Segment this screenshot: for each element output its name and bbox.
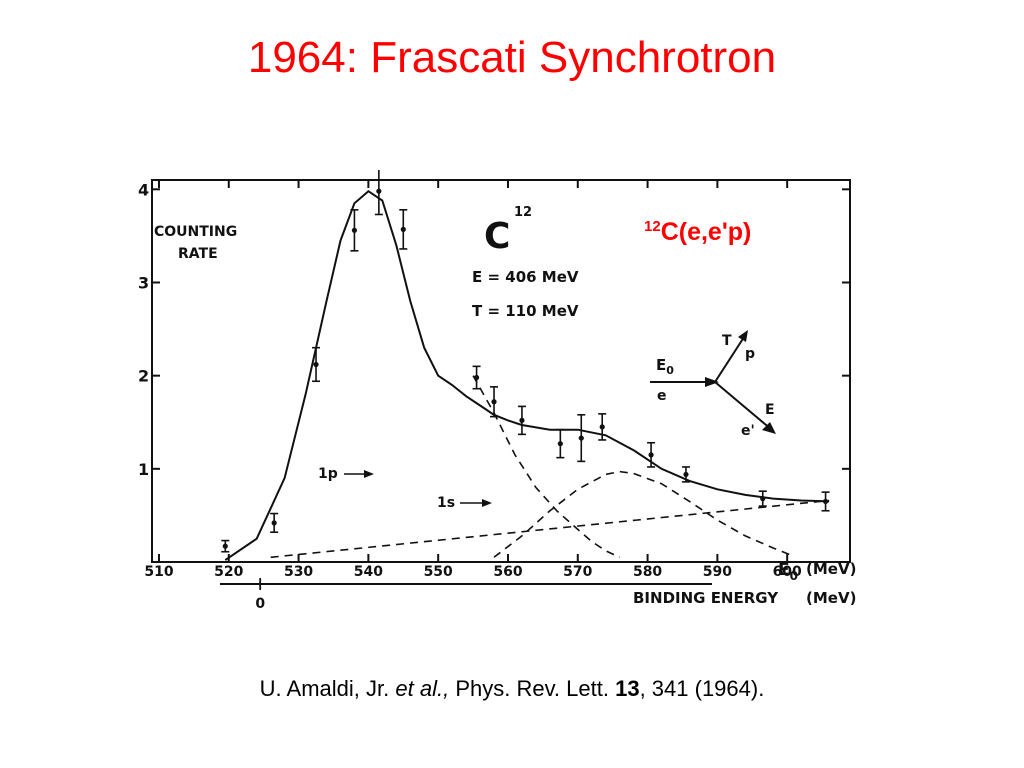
plot-frame	[151, 179, 851, 563]
data-point-5	[399, 209, 408, 250]
binding-axis-label: BINDING ENERGY	[633, 589, 779, 607]
incoming-arrow-icon	[705, 377, 719, 387]
data-marker	[351, 227, 358, 233]
x-tick-label-550: 550	[424, 564, 453, 580]
data-point-12	[647, 441, 656, 468]
citation: U. Amaldi, Jr. et al., Phys. Rev. Lett. …	[0, 676, 1024, 702]
y-tick-label-4: 4	[138, 180, 149, 199]
background-line	[270, 499, 830, 559]
reaction-mass-number: 12	[644, 218, 661, 235]
kin-incoming-bottom: e	[657, 388, 667, 404]
y-axis-label-line2: RATE	[178, 246, 218, 262]
data-point-15	[821, 491, 830, 512]
x-tick-label-560: 560	[493, 564, 522, 580]
x-tick-label-570: 570	[563, 564, 592, 580]
data-marker	[648, 452, 654, 458]
x-axis-label: E0	[778, 560, 798, 583]
fit-curve	[224, 189, 830, 561]
component-1p-label: 1p	[318, 466, 338, 482]
reaction-rest: C(e,e'p)	[661, 218, 752, 246]
data-point-0	[221, 539, 230, 553]
kinematics-diagram	[650, 330, 776, 434]
data-marker	[376, 188, 382, 194]
proton-line	[714, 333, 747, 383]
scattered-electron-line	[714, 381, 773, 431]
x-axis-ticks: 510 520 530 540 550 560 570 580 590 600	[144, 180, 802, 580]
data-marker	[222, 543, 228, 549]
x-tick-label-600: 600	[773, 564, 802, 580]
proton-arrow-icon	[738, 330, 748, 342]
data-point-13	[681, 466, 690, 483]
component-1p-curve	[472, 375, 621, 559]
citation-volume: 13	[615, 676, 640, 701]
data-point-14	[758, 490, 767, 507]
data-marker	[822, 498, 829, 505]
beam-energy-text: E = 406 MeV	[472, 268, 579, 286]
x-tick-label-580: 580	[633, 564, 662, 580]
data-point-6	[472, 365, 481, 390]
data-point-2	[312, 346, 321, 383]
component-1p-arrow-icon	[364, 470, 374, 478]
data-marker	[599, 424, 605, 430]
x-tick-label-520: 520	[214, 564, 243, 580]
x-axis-unit: (MeV)	[806, 560, 856, 578]
binding-axis-unit: (MeV)	[806, 589, 856, 607]
data-marker	[271, 520, 277, 526]
citation-etal: et al.,	[395, 676, 450, 701]
kin-scattered-bottom: e'	[741, 423, 755, 439]
data-point-4	[374, 170, 383, 216]
data-point-11	[598, 413, 607, 441]
component-1s-arrow-icon	[482, 499, 492, 507]
x-tick-label-540: 540	[354, 564, 383, 580]
data-point-1	[270, 512, 279, 533]
binding-tick-label-0: 0	[255, 596, 265, 612]
data-point-3	[350, 209, 359, 252]
proton-energy-text: T = 110 MeV	[472, 302, 579, 320]
kin-proton-top: T	[722, 333, 732, 349]
chart-figure: COUNTING RATE C 12 E = 406 MeV T = 110 M…	[138, 170, 856, 612]
data-marker	[473, 374, 480, 381]
data-point-10	[577, 413, 586, 463]
x-tick-label-590: 590	[703, 564, 732, 580]
y-tick-label-1: 1	[138, 460, 149, 479]
data-marker	[760, 496, 766, 502]
citation-authors: U. Amaldi, Jr.	[259, 676, 390, 701]
data-marker	[400, 226, 406, 232]
kin-proton-bottom: p	[745, 346, 755, 362]
reaction-label: 12C(e,e'p)	[644, 218, 751, 246]
component-1s-curve	[493, 470, 795, 558]
y-tick-label-3: 3	[138, 273, 149, 292]
plot-layer	[221, 170, 830, 561]
y-axis-label-line1: COUNTING	[154, 224, 237, 240]
data-marker	[519, 417, 525, 423]
x-tick-label-530: 530	[284, 564, 313, 580]
data-marker	[557, 441, 563, 447]
data-marker	[491, 399, 497, 405]
data-marker	[313, 361, 319, 368]
citation-journal: Phys. Rev. Lett.	[455, 676, 609, 701]
x-tick-label-510: 510	[144, 564, 173, 580]
target-symbol: C	[484, 216, 510, 257]
data-point-7	[490, 386, 499, 418]
data-point-9	[556, 428, 565, 459]
citation-pages-year: , 341 (1964).	[639, 676, 765, 701]
kin-scattered-top: E	[765, 402, 775, 418]
scattered-arrow-icon	[762, 422, 776, 434]
kin-incoming-top: E0	[656, 356, 674, 377]
target-mass: 12	[514, 205, 532, 220]
y-tick-label-2: 2	[138, 367, 149, 386]
data-point-8	[517, 405, 526, 436]
component-1s-label: 1s	[437, 495, 455, 511]
slide-title: 1964: Frascati Synchrotron	[247, 33, 777, 82]
data-marker	[578, 435, 584, 441]
data-marker	[683, 471, 689, 478]
